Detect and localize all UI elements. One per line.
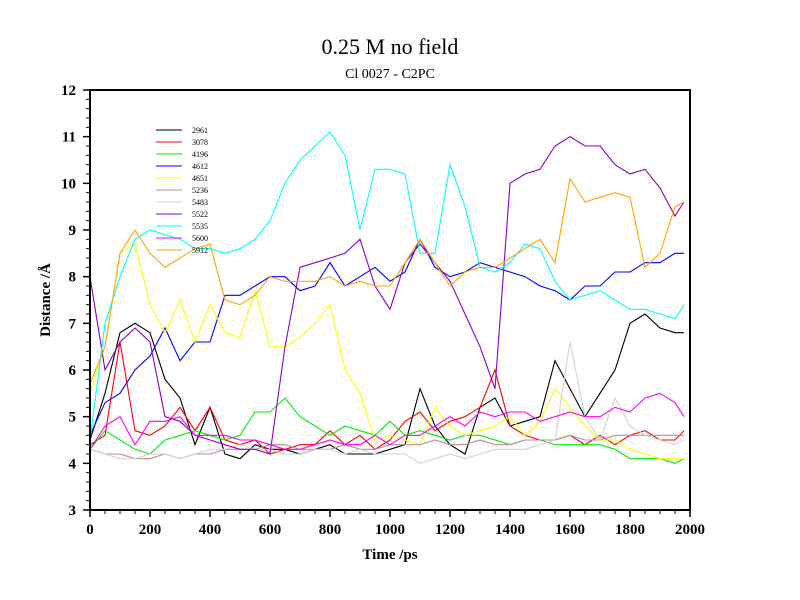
legend-label: 2961 xyxy=(192,126,208,135)
legend: 2961 3078 4196 4612 4651 5236 5483 5522 5535 5600… xyxy=(156,126,208,255)
x-tick-label: 2000 xyxy=(675,522,705,538)
legend-label: 5912 xyxy=(192,246,208,255)
legend-label: 5535 xyxy=(192,222,208,231)
series-line-5912 xyxy=(89,177,685,385)
series-line-3078 xyxy=(89,341,685,455)
x-tick-label: 1600 xyxy=(555,522,585,538)
series-line-5600 xyxy=(89,392,685,450)
x-tick-label: 0 xyxy=(86,522,94,538)
y-tick-label: 4 xyxy=(69,456,77,472)
legend-label: 4196 xyxy=(192,150,208,159)
axes-layer: 0 200 400 600 800 1000 1200 1400 1600 1800 2000 3 4 5… xyxy=(61,83,705,538)
x-tick-label: 1400 xyxy=(495,522,525,538)
y-tick-label: 10 xyxy=(61,176,76,192)
y-axis-label: Distance /Å xyxy=(38,263,54,337)
y-tick-label: 11 xyxy=(62,130,76,146)
y-tick-label: 7 xyxy=(69,316,77,332)
x-tick-label: 1000 xyxy=(375,522,405,538)
legend-label: 4651 xyxy=(192,174,208,183)
x-tick-label: 800 xyxy=(319,522,342,538)
y-tick-label: 9 xyxy=(69,223,77,239)
x-tick-label: 200 xyxy=(139,522,162,538)
series-line-5483 xyxy=(89,341,685,464)
legend-label: 4612 xyxy=(192,162,208,171)
legend-label: 5483 xyxy=(192,198,208,207)
series-line-5535 xyxy=(89,131,685,441)
series-line-4612 xyxy=(89,238,684,436)
x-tick-label: 1800 xyxy=(615,522,645,538)
y-tick-label: 12 xyxy=(61,83,76,99)
legend-label: 5600 xyxy=(192,234,208,243)
x-tick-label: 600 xyxy=(259,522,282,538)
x-tick-label: 400 xyxy=(199,522,222,538)
legend-label: 5522 xyxy=(192,210,208,219)
series-line-4196 xyxy=(89,397,685,464)
x-tick-label: 1200 xyxy=(435,522,465,538)
chart-subtitle: Cl 0027 - C2PC xyxy=(345,67,435,82)
legend-label: 5236 xyxy=(192,186,208,195)
y-tick-label: 5 xyxy=(69,410,77,426)
y-tick-label: 6 xyxy=(69,363,77,379)
legend-label: 3078 xyxy=(192,138,208,147)
series-line-4651 xyxy=(89,243,684,460)
chart-title: 0.25 M no field xyxy=(322,34,459,59)
y-tick-label: 8 xyxy=(69,270,77,286)
series-line-5522 xyxy=(89,136,685,455)
x-axis-label: Time /ps xyxy=(362,547,417,563)
y-tick-label: 3 xyxy=(69,503,77,519)
series-layer xyxy=(89,131,685,464)
series-line-2961 xyxy=(89,313,684,460)
